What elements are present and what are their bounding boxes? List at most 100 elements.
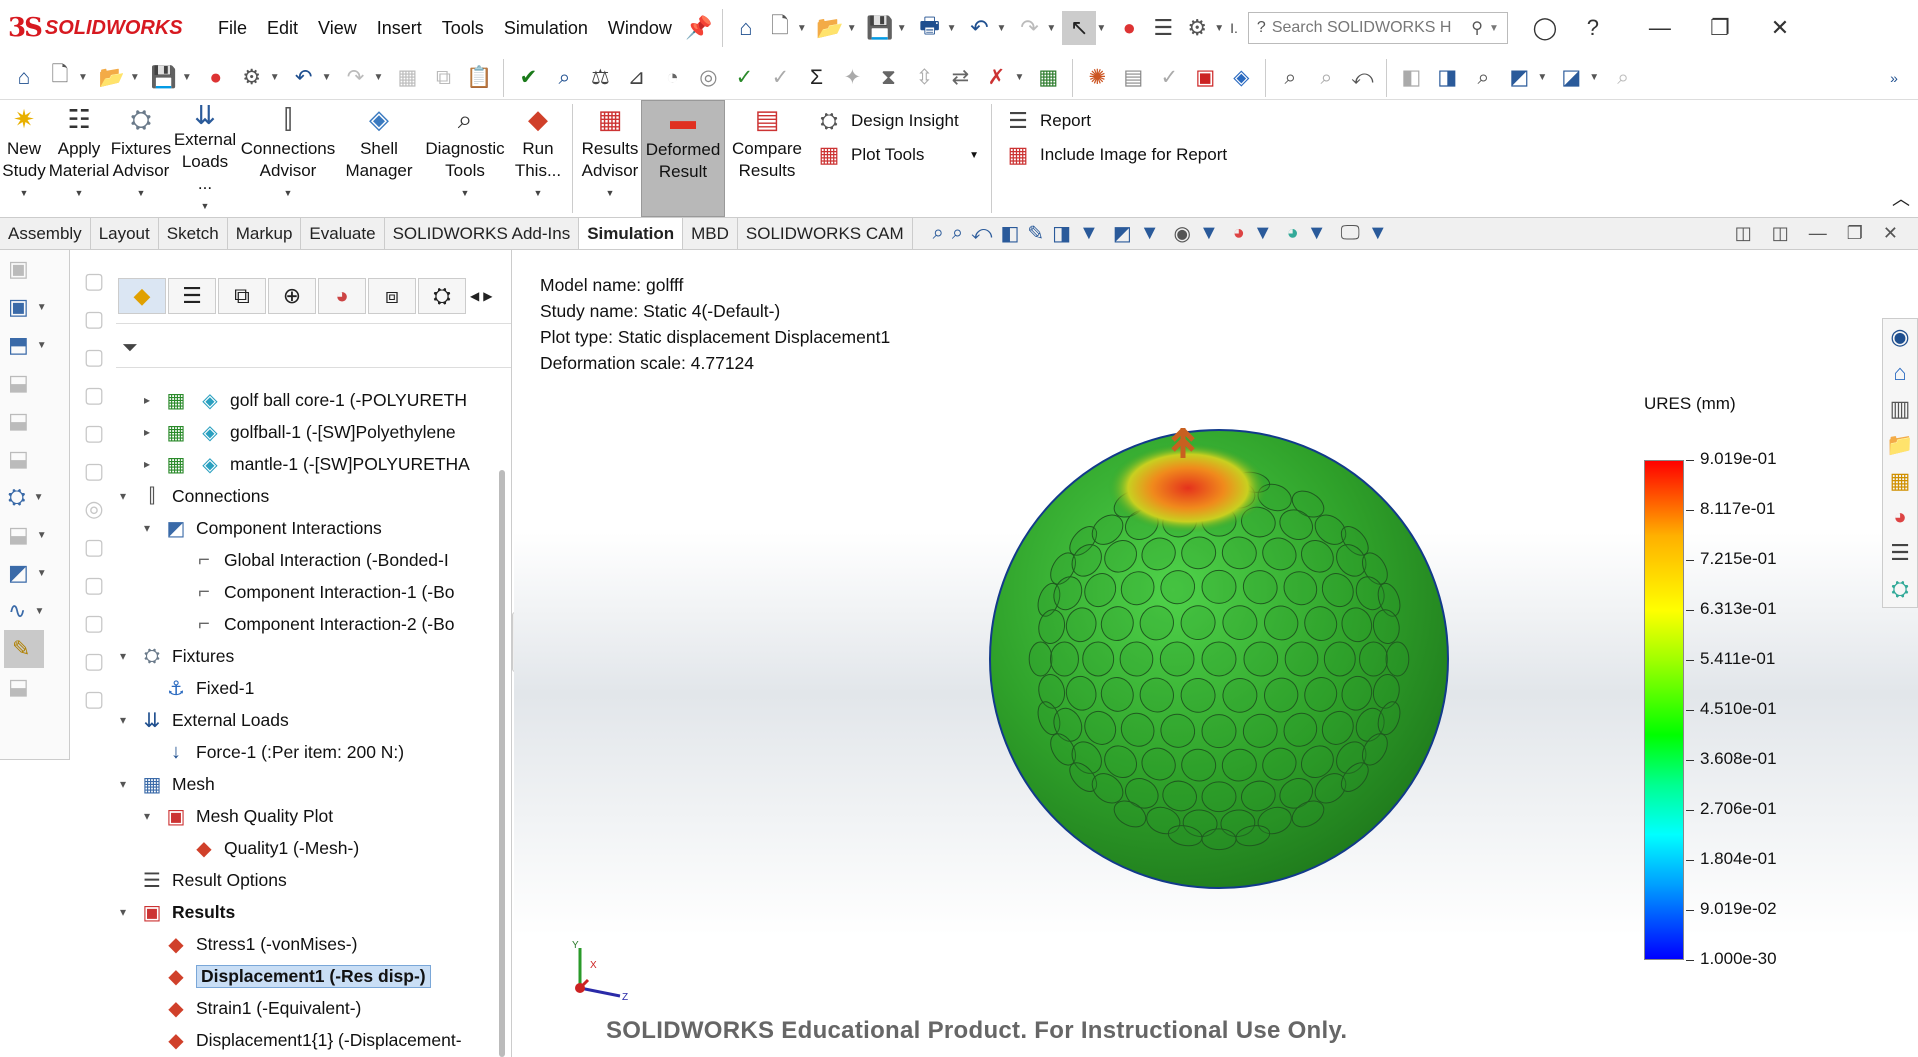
chevron-down-icon[interactable]: ▼ (181, 72, 192, 83)
chevron-down-icon[interactable]: ▼ (1096, 22, 1107, 34)
tree-item[interactable]: ▸ ▦ ◈ mantle-1 (-[SW]POLYURETHA (116, 448, 512, 480)
chevron-down-icon[interactable]: ▼ (1139, 222, 1160, 244)
include-image-button[interactable]: ▦ Include Image for Report (998, 138, 1233, 172)
configuration-manager-tab-icon[interactable]: ⧉ (218, 277, 266, 314)
home-icon[interactable]: ⌂ (1893, 360, 1907, 385)
assembly-features-icon[interactable]: ⬓ ▼ (8, 522, 47, 547)
undo-icon[interactable]: ↶ (970, 15, 989, 40)
rebuild-traffic-light-icon[interactable]: ● (1122, 15, 1136, 40)
new-study-button[interactable]: ✷ New Study ▼ (0, 100, 48, 217)
simulation-tab-icon[interactable]: ⛭ (418, 277, 466, 314)
curvature-icon[interactable]: ✺ (1088, 66, 1107, 89)
file-properties-icon[interactable]: ☰ (1153, 15, 1174, 40)
search-commands-icon[interactable]: ⌕ (1617, 65, 1630, 89)
redo-icon[interactable]: ↷ (346, 66, 365, 89)
view-palette-icon[interactable]: ▦ (1889, 468, 1911, 493)
chevron-down-icon[interactable]: ▼ (1489, 22, 1499, 34)
tree-item[interactable]: ▾ ⫿ Connections (116, 480, 512, 512)
view-cube-icon[interactable]: ▢ (83, 458, 105, 483)
view-cube-icon[interactable]: ▢ (83, 648, 105, 673)
expand-toggle-icon[interactable]: ▸ (143, 425, 151, 439)
chevron-down-icon[interactable]: ▼ (321, 72, 332, 83)
speedpak-icon[interactable]: ⬓ (8, 674, 29, 699)
open-icon[interactable]: 📂 (98, 65, 125, 89)
chevron-down-icon[interactable]: ▼ (996, 22, 1007, 34)
hide-show-icon[interactable]: ◪ (1561, 66, 1582, 89)
help-icon[interactable]: ? (1586, 15, 1600, 40)
menu-view[interactable]: View (318, 17, 357, 38)
tree-item[interactable]: ▸ ▦ ◈ golfball-1 (-[SW]Polyethylene (116, 416, 512, 448)
dynamic-annotation-icon[interactable]: ✎ (1027, 223, 1045, 245)
new-document-icon[interactable]: 🗋 (51, 63, 69, 86)
menu-insert[interactable]: Insert (376, 17, 422, 38)
copy-icon[interactable]: ⧉ (435, 65, 451, 89)
select-pointer-icon[interactable]: ↖ (1062, 11, 1097, 45)
tab-mbd[interactable]: MBD (683, 218, 738, 249)
design-insight-button[interactable]: ⛭ Design Insight (809, 104, 985, 138)
restore-icon[interactable]: ❐ (1710, 15, 1730, 40)
tree-item[interactable]: ▸ ▦ ◈ golf ball core-1 (-POLYURETH (116, 384, 512, 416)
chevron-down-icon[interactable]: ▼ (129, 72, 140, 83)
interference-icon[interactable]: ◎ (699, 66, 718, 89)
insert-component-icon[interactable]: ▣ ▼ (8, 294, 47, 319)
smart-fasteners-icon[interactable]: ⬓ (8, 408, 29, 433)
undo-icon[interactable]: ↶ (294, 66, 313, 89)
apply-scene-icon[interactable]: ◕ (1286, 222, 1299, 244)
chevron-down-icon[interactable]: ▼ (1252, 222, 1273, 244)
chevron-down-icon[interactable]: ▼ (373, 72, 384, 83)
tab-addins[interactable]: SOLIDWORKS Add-Ins (385, 218, 580, 249)
home-icon[interactable]: ⌂ (17, 65, 31, 89)
search-box[interactable]: ? Search SOLIDWORKS H ⚲ ▼ (1247, 12, 1508, 44)
validate-icon[interactable]: ✓ (1160, 66, 1179, 89)
zoom-area-icon[interactable]: ⌕ (1320, 65, 1333, 89)
report-button[interactable]: ☰ Report (998, 104, 1233, 138)
zebra-stripes-icon[interactable]: ▤ (1123, 66, 1144, 89)
plot-tools-button[interactable]: ▦ Plot Tools ▼ (809, 138, 985, 172)
options-gear-icon[interactable]: ⚙ (242, 66, 262, 89)
golf-ball-displacement-plot[interactable] (988, 428, 1450, 890)
display-manager-tab-icon[interactable]: ◕ (318, 277, 366, 314)
chevron-down-icon[interactable]: ▼ (74, 188, 84, 198)
compare-results-button[interactable]: ▤ Compare Results (732, 104, 802, 180)
component-icon[interactable]: ▣ (8, 256, 29, 281)
minimize-icon[interactable]: — (1648, 15, 1671, 40)
view-cube-icon[interactable]: ▢ (83, 268, 105, 293)
solidworks-resources-icon[interactable]: ◉ (1890, 324, 1910, 349)
chevron-down-icon[interactable]: ▼ (1198, 222, 1219, 244)
spell-check-icon[interactable]: ✔ (519, 66, 538, 89)
tree-item[interactable]: ◆ Displacement1 (-Res disp-) (116, 960, 512, 992)
check-icon[interactable]: ✓ (735, 66, 754, 89)
view-cube-icon[interactable]: ◎ (84, 496, 104, 521)
results-advisor-button[interactable]: ▦ Results Advisor ▼ (579, 100, 641, 217)
expand-toggle-icon[interactable]: ▾ (143, 809, 151, 823)
connections-advisor-button[interactable]: ⫿ Connections Advisor ▼ (238, 100, 338, 217)
fixtures-advisor-button[interactable]: ⛭ Fixtures Advisor ▼ (110, 100, 172, 217)
checks-icon[interactable]: ✗ (987, 66, 1006, 89)
close-icon[interactable]: ✕ (1770, 15, 1790, 40)
chevron-down-icon[interactable]: ▼ (19, 188, 29, 198)
solidworks-logo[interactable]: 3S SOLIDWORKS (8, 13, 183, 43)
right-panel-toggle-icon[interactable]: ◫ (1771, 223, 1789, 243)
menu-file[interactable]: File (218, 17, 248, 38)
menu-simulation[interactable]: Simulation (503, 17, 588, 38)
tab-markup[interactable]: Markup (228, 218, 302, 249)
zoom-to-fit-icon[interactable]: ⌕ (932, 222, 944, 244)
tree-item[interactable]: ⌐ Component Interaction-1 (-Bo (116, 576, 512, 608)
chevron-down-icon[interactable]: ▼ (1367, 222, 1388, 244)
table-check-icon[interactable]: ▦ (1038, 66, 1059, 89)
tree-item[interactable]: ⌐ Component Interaction-2 (-Bo (116, 608, 512, 640)
tab-evaluate[interactable]: Evaluate (301, 218, 385, 249)
appearances-icon[interactable]: ◕ (1893, 504, 1907, 529)
external-loads-button[interactable]: ⇊ External Loads ... ▼ (172, 100, 238, 217)
section-view-icon[interactable]: ◧ (1000, 223, 1020, 245)
pin-icon[interactable]: 📌 (685, 15, 713, 40)
zoom-to-selection-icon[interactable]: ⌕ (1477, 65, 1490, 89)
simulation-study-advisor-icon[interactable]: ⛭ (1891, 576, 1909, 601)
save-icon[interactable]: 💾 (150, 65, 177, 89)
chevron-down-icon[interactable]: ▼ (1046, 22, 1057, 34)
menu-tools[interactable]: Tools (441, 17, 484, 38)
view-cube-icon[interactable]: ▢ (83, 610, 105, 635)
zoom-fit-icon[interactable]: ⌕ (1284, 65, 1297, 89)
tree-item[interactable]: ▾ ⛭ Fixtures (116, 640, 512, 672)
chevron-down-icon[interactable]: ▼ (1214, 22, 1225, 34)
